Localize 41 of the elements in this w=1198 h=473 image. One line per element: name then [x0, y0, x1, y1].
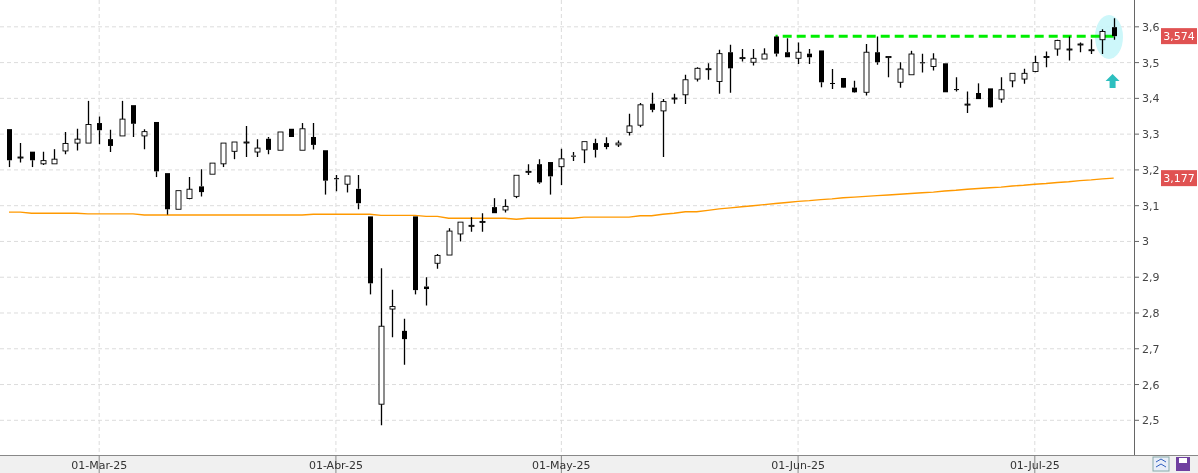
candlestick [17, 142, 24, 164]
candlestick [85, 100, 92, 144]
x-tick-label: 01-Jun-25 [771, 459, 825, 472]
candlestick [885, 56, 892, 78]
candlestick [513, 174, 520, 199]
y-tick-label: 3,4 [1142, 92, 1160, 106]
candlestick [660, 98, 667, 158]
y-tick-label: 3,2 [1142, 163, 1160, 177]
candlestick [558, 148, 565, 186]
y-tick-label: 2,9 [1142, 271, 1160, 285]
candlestick [243, 125, 250, 158]
candlestick [119, 100, 126, 137]
y-tick-label: 2,8 [1142, 306, 1160, 320]
candlestick [311, 122, 316, 151]
x-tick-label: 01-May-25 [532, 459, 591, 472]
candlestick [389, 289, 396, 338]
y-tick-label: 2,6 [1142, 378, 1160, 392]
candlestick [378, 267, 385, 426]
candlestick [1066, 35, 1073, 62]
candlestick [964, 90, 971, 114]
y-tick-label: 3,5 [1142, 56, 1160, 70]
y-tick-label: 3,6 [1142, 20, 1160, 34]
y-tick-label: 3,3 [1142, 128, 1160, 142]
y-tick-label: 3,1 [1142, 199, 1160, 213]
x-tick-label: 01-Abr-25 [308, 459, 363, 472]
candlestick [402, 318, 407, 366]
y-tick-label: 2,5 [1142, 414, 1160, 428]
candlestick [728, 44, 733, 94]
candlestick [988, 88, 993, 108]
x-tick-label: 01-Jul-25 [1009, 459, 1060, 472]
candlestick [830, 68, 835, 90]
candlestick [548, 162, 553, 196]
y-tick-label: 3 [1142, 235, 1149, 249]
y-tick-label: 2,7 [1142, 342, 1160, 356]
candlestick [199, 168, 204, 198]
x-tick-label: 01-Mar-25 [71, 459, 128, 472]
candlestick [356, 174, 361, 210]
candlestick [875, 35, 880, 66]
candlestick [97, 115, 102, 145]
text: 3,574 [1163, 30, 1195, 44]
text: 3,177 [1163, 172, 1195, 186]
